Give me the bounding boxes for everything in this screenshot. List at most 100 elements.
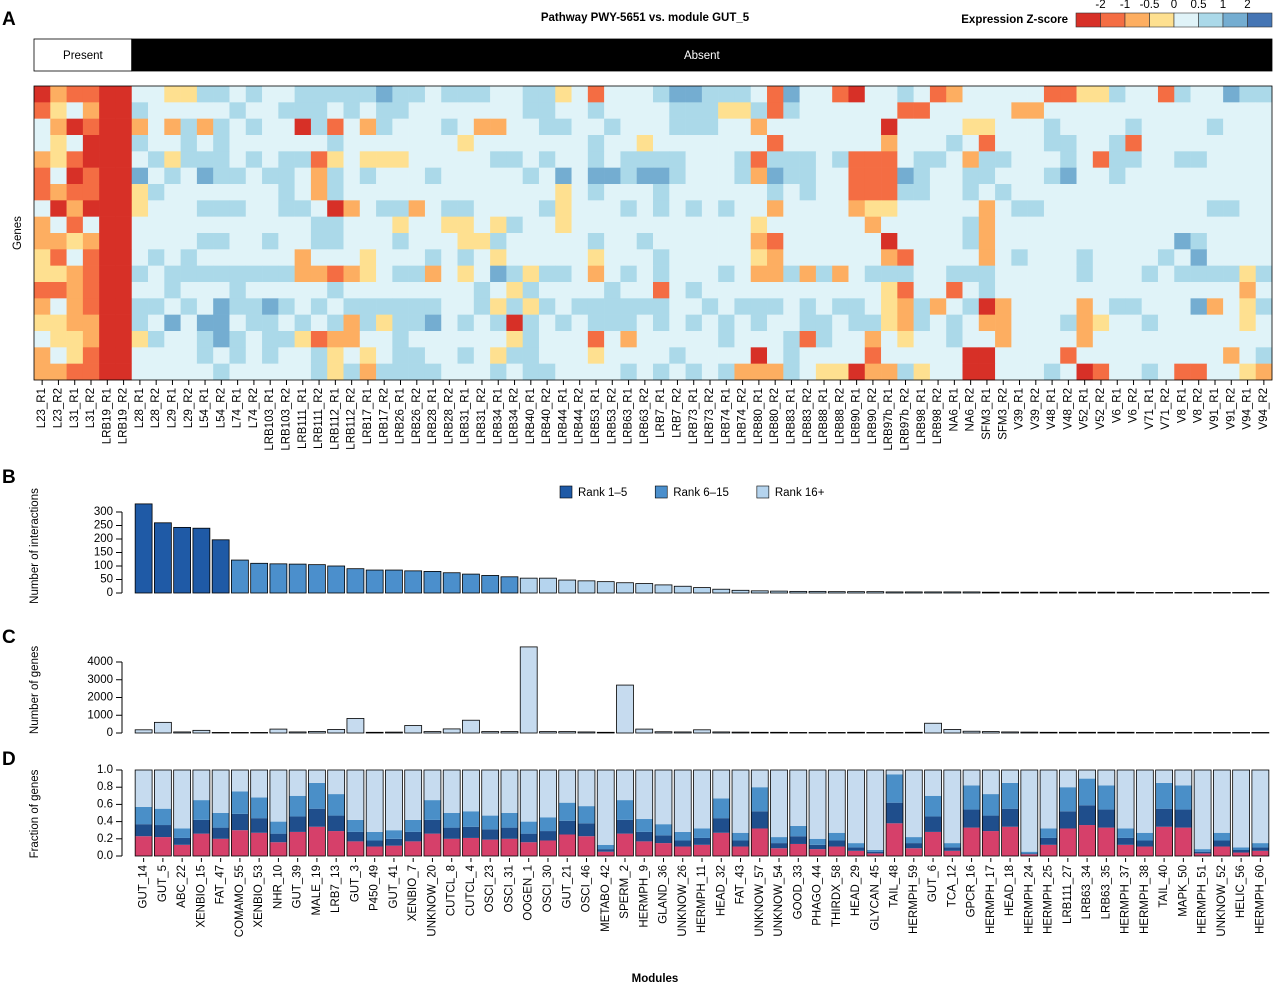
heatmap-cell [310,216,328,234]
bar-segment [982,770,1000,795]
legend-swatch [1075,12,1101,28]
heatmap-cell [767,118,784,136]
x-tick-label: LRB112_R2 [346,388,358,450]
y-tick-label: 0.6 [97,798,113,810]
x-tick-label: HERMPH_60 [1254,865,1266,934]
heatmap-cell [767,249,784,266]
heatmap-cell [718,102,735,119]
heatmap-cell [636,233,654,250]
bar-segment [905,848,923,856]
bar [385,731,403,734]
heatmap-cell [1011,249,1028,266]
heatmap-cell [310,118,328,136]
heatmap-cell [538,265,556,283]
heatmap-cell [131,282,149,299]
heatmap-cell [897,151,914,168]
heatmap-cell [506,86,523,103]
heatmap-cell [1060,102,1077,119]
heatmap-cell [897,314,914,332]
heatmap-cell [457,363,475,381]
x-tick-label: NHR_10 [272,865,284,909]
bar-segment [1117,844,1135,856]
heatmap-cell [506,233,523,250]
heatmap-cell [262,265,279,283]
heatmap-cell [294,200,312,217]
heatmap-cell [604,314,621,332]
bar-outline [500,769,519,857]
heatmap-cell [571,118,589,136]
heatmap-cell [913,233,931,250]
heatmap-cell [864,167,882,185]
heatmap-cell [929,118,947,136]
heatmap-cell [1190,216,1208,234]
bar-outline [1058,769,1077,857]
x-tick-label: TAIL_40 [1158,865,1170,908]
bar-segment [597,770,615,845]
heatmap-cell [604,265,621,283]
heatmap-cell [555,347,572,364]
heatmap-cell [148,216,165,234]
heatmap-cell [571,249,589,266]
heatmap-cell [587,314,605,332]
heatmap-cell [978,363,996,381]
bar-segment [423,833,441,856]
heatmap-cell [1109,184,1126,201]
x-tick-label: LRB28_R2 [443,388,455,444]
heatmap-cell [131,249,149,266]
y-axis-title: Genes [12,216,24,250]
bar-segment [1020,854,1038,856]
heatmap-cell [1092,135,1110,152]
heatmap-cell [815,86,833,103]
heatmap-cell [1206,135,1224,152]
heatmap-cell [750,118,768,136]
bar-segment [751,770,769,788]
heatmap-cell [1076,363,1094,381]
heatmap-cell [636,331,654,348]
heatmap-cell [359,363,377,381]
bar-outline [1020,769,1039,857]
heatmap-cell [832,249,849,266]
bar-segment [1155,826,1173,856]
x-tick-label: GUT_14 [138,864,150,908]
heatmap-cell [359,331,377,348]
heatmap-cell [1206,184,1224,201]
bar-segment [674,840,692,847]
heatmap-cell [50,363,67,381]
heatmap-cell [506,298,523,315]
heatmap-cell [995,216,1012,234]
heatmap-cell [99,102,116,119]
bar-segment [404,831,422,842]
heatmap-cell [1141,298,1159,315]
heatmap-cell [1174,347,1191,364]
bar-segment [404,819,422,832]
heatmap-cell [978,102,996,119]
heatmap-cell [131,265,149,283]
bar-segment [250,797,268,819]
heatmap-cell [1060,314,1077,332]
x-tick-label: HERMPH_24 [1023,864,1035,934]
heatmap-cell [115,167,133,185]
heatmap-cell [946,282,963,299]
heatmap-cell [750,184,768,201]
bar-outline [1251,769,1270,857]
bar [250,562,269,594]
heatmap-cell [34,167,51,185]
heatmap-cell [34,86,51,103]
group-label: Present [63,50,103,62]
bar-segment [597,844,615,850]
y-axis-title: Number of interactions [29,488,41,604]
heatmap-cell [359,135,377,152]
heatmap-cell [1174,102,1191,119]
bar [365,731,384,734]
heatmap-cell [50,331,67,348]
heatmap-cell [1206,347,1224,364]
heatmap-cell [913,265,931,283]
bar-outline [750,769,769,857]
heatmap-cell [262,118,279,136]
heatmap-cell [815,216,833,234]
heatmap-cell [131,135,149,152]
heatmap-cell [587,135,605,152]
x-tick-label: HERMPH_59 [908,865,920,934]
heatmap-cell [1157,118,1175,136]
bar [808,590,827,594]
